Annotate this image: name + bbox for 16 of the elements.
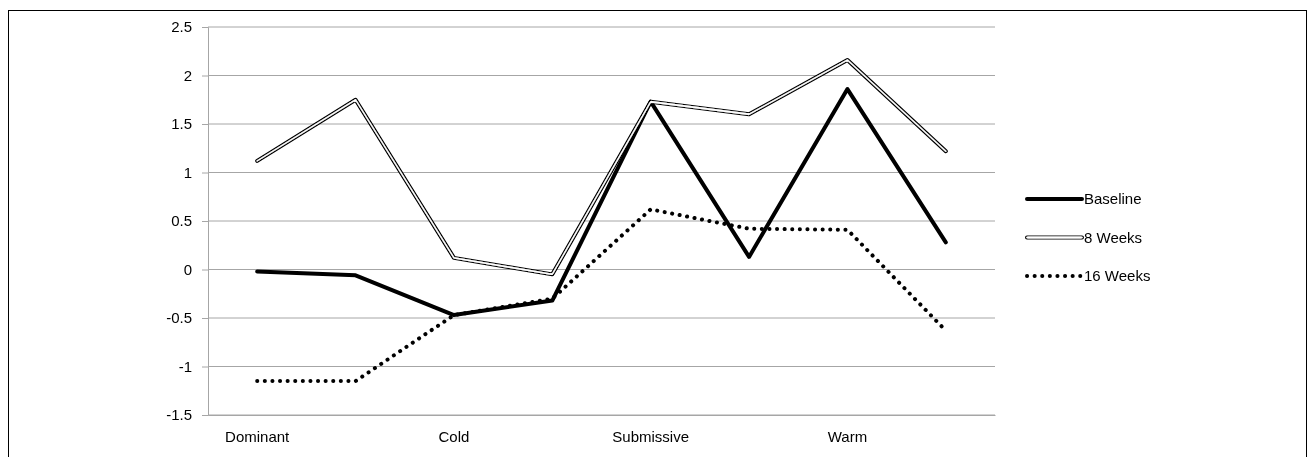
y-tick-label: 0 (183, 260, 192, 278)
y-tick-label: 0.5 (171, 212, 192, 230)
x-tick-label: Submissive (612, 427, 690, 445)
x-tick-label: Dominant (225, 427, 291, 445)
y-tick-label: -1.5 (166, 406, 192, 424)
y-tick-label: -1 (178, 357, 192, 375)
y-tick-label: 2.5 (171, 18, 192, 36)
y-tick-label: 1.5 (171, 115, 192, 133)
y-tick-label: 1 (183, 163, 192, 181)
x-tick-label: Cold (438, 427, 470, 445)
y-tick-label: 2 (183, 66, 192, 84)
legend-label: 16 Weeks (1084, 267, 1151, 284)
x-tick-label: Warm (827, 427, 868, 445)
legend-label: Baseline (1084, 190, 1142, 207)
legend-label: 8 Weeks (1084, 228, 1143, 246)
y-tick-label: -0.5 (166, 309, 192, 327)
